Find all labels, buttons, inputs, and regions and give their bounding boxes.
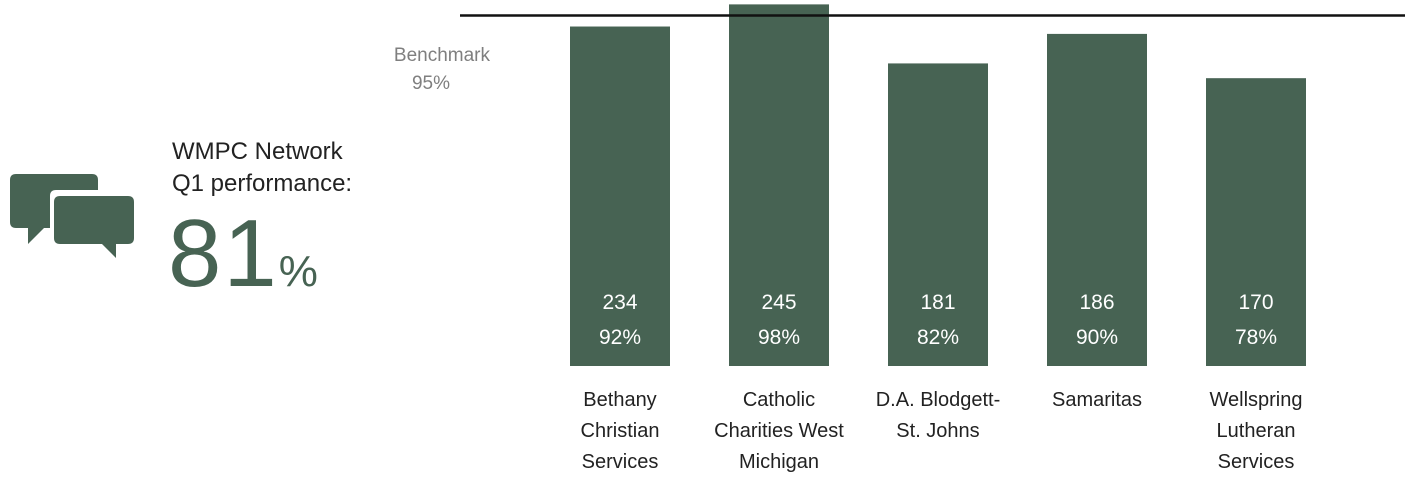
category-label: Catholic [743, 389, 815, 411]
summary-title-line1: WMPC Network [172, 138, 343, 165]
bar [888, 63, 988, 367]
summary-title: WMPC Network Q1 performance: [172, 136, 352, 200]
bar-value-label: 78% [1235, 326, 1277, 349]
bar-count-label: 234 [602, 291, 637, 314]
speech-bubbles-icon [10, 174, 138, 264]
benchmark-label-text: Benchmark [393, 45, 490, 66]
bar [1206, 78, 1306, 367]
summary-value-number: 81 [168, 200, 279, 307]
category-label: Samaritas [1052, 389, 1142, 411]
category-label: Lutheran [1217, 420, 1296, 442]
category-label: Bethany [583, 389, 656, 411]
category-label: D.A. Blodgett- [876, 389, 1001, 411]
bar-count-label: 186 [1079, 291, 1114, 314]
category-label: St. Johns [896, 420, 979, 442]
bar [729, 4, 829, 366]
bar-value-label: 90% [1076, 326, 1118, 349]
bar-value-label: 82% [917, 326, 959, 349]
bar-count-label: 170 [1238, 291, 1273, 314]
category-label: Services [582, 451, 659, 473]
summary-value: 81% [168, 206, 318, 302]
benchmark-label: Benchmark 95% [330, 42, 490, 98]
category-label: Charities West [714, 420, 844, 442]
bar-value-label: 98% [758, 326, 800, 349]
category-label: Wellspring [1210, 389, 1303, 411]
bar [1047, 33, 1147, 367]
bar-count-label: 181 [920, 291, 955, 314]
summary-panel: Benchmark 95% WMPC Network Q1 performanc… [0, 0, 490, 479]
summary-value-unit: % [278, 247, 318, 296]
benchmark-value-text: 95% [411, 73, 450, 94]
bar-value-label: 92% [599, 326, 641, 349]
bar [570, 26, 670, 367]
bar-count-label: 245 [761, 291, 796, 314]
category-label: Services [1218, 451, 1295, 473]
summary-title-line2: Q1 performance: [172, 170, 353, 197]
category-label: Christian [581, 420, 660, 442]
category-label: Michigan [739, 451, 819, 473]
